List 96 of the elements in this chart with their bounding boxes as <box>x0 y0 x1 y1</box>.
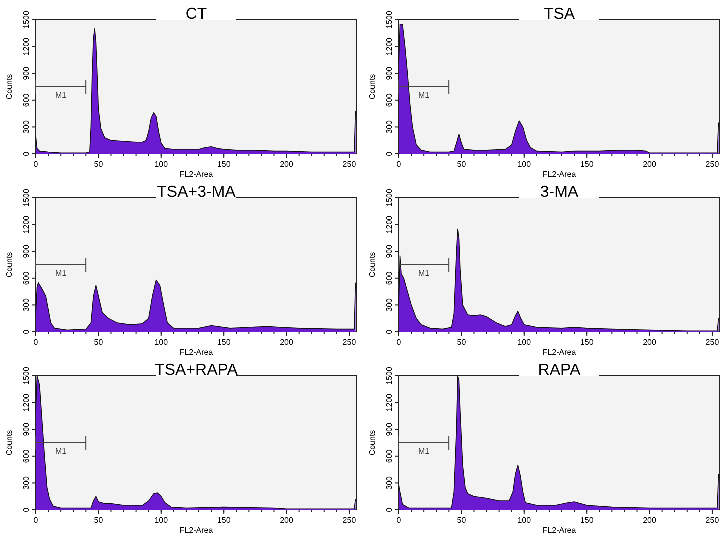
x-tick-label: 0 <box>396 338 402 347</box>
x-tick-label: 250 <box>706 516 720 525</box>
y-tick-label: 600 <box>22 93 31 108</box>
x-tick-label: 250 <box>342 338 357 347</box>
y-axis-title: Counts <box>368 430 377 456</box>
y-tick-label: 1500 <box>385 188 394 207</box>
x-tick-label: 250 <box>706 160 720 169</box>
y-tick-label: 300 <box>385 298 394 312</box>
y-axis-title: Counts <box>5 252 14 278</box>
y-axis-title: Counts <box>368 252 377 278</box>
y-tick-label: 900 <box>22 66 31 80</box>
y-tick-label: 0 <box>385 151 394 156</box>
annotation: M1 <box>418 91 430 100</box>
y-tick-label: 900 <box>385 422 394 436</box>
x-tick-label: 150 <box>217 338 232 347</box>
x-tick-label: 0 <box>34 160 39 169</box>
x-tick-label: 100 <box>518 338 532 347</box>
x-tick-label: 0 <box>396 160 402 169</box>
y-tick-label: 1500 <box>385 366 394 385</box>
x-tick-label: 100 <box>518 160 532 169</box>
x-tick-label: 200 <box>280 338 294 347</box>
x-tick-label: 50 <box>457 160 467 169</box>
y-tick-label: 1200 <box>22 393 31 412</box>
annotation: M1 <box>55 447 68 456</box>
x-tick-label: 100 <box>154 516 169 525</box>
x-tick-label: 250 <box>342 160 357 169</box>
x-tick-label: 150 <box>580 516 594 525</box>
y-tick-label: 1200 <box>22 215 31 234</box>
x-tick-label: 50 <box>457 516 467 525</box>
y-tick-label: 600 <box>385 449 394 464</box>
chart-title: TSA+RAPA <box>155 362 238 379</box>
y-tick-label: 900 <box>385 244 394 258</box>
y-tick-label: 0 <box>385 507 394 512</box>
y-tick-label: 900 <box>22 422 31 436</box>
y-tick-label: 300 <box>22 120 31 134</box>
x-tick-label: 0 <box>396 516 402 525</box>
x-tick-label: 200 <box>643 516 657 525</box>
x-tick-label: 100 <box>154 160 169 169</box>
y-tick-label: 1500 <box>22 366 31 385</box>
x-tick-label: 50 <box>457 338 467 347</box>
annotation: M1 <box>55 91 68 100</box>
x-tick-label: 200 <box>643 160 657 169</box>
x-axis-title: FL2-Area <box>542 526 577 534</box>
y-tick-label: 1200 <box>22 37 31 56</box>
x-tick-label: 50 <box>94 338 104 347</box>
y-tick-label: 900 <box>385 66 394 80</box>
y-tick-label: 1200 <box>385 215 394 234</box>
y-tick-label: 1500 <box>22 188 31 207</box>
x-tick-label: 150 <box>580 160 594 169</box>
x-tick-label: 250 <box>342 516 357 525</box>
x-tick-label: 0 <box>34 338 39 347</box>
x-tick-label: 150 <box>217 516 232 525</box>
y-tick-label: 1500 <box>385 10 394 29</box>
x-tick-label: 150 <box>580 338 594 347</box>
y-tick-label: 1500 <box>22 10 31 29</box>
y-tick-label: 0 <box>385 329 394 334</box>
y-tick-label: 0 <box>22 329 31 334</box>
x-axis-title: FL2-Area <box>180 170 214 179</box>
x-tick-label: 0 <box>34 516 39 525</box>
y-tick-label: 300 <box>385 120 394 134</box>
x-tick-label: 100 <box>154 338 169 347</box>
y-tick-label: 600 <box>22 449 31 464</box>
y-tick-label: 1200 <box>385 393 394 412</box>
chart-title: 3-MA <box>540 184 579 201</box>
x-tick-label: 150 <box>217 160 232 169</box>
y-tick-label: 300 <box>385 476 394 490</box>
chart-title: RAPA <box>538 362 582 379</box>
y-tick-label: 0 <box>22 151 31 156</box>
y-axis-title: Counts <box>368 74 377 100</box>
y-tick-label: 600 <box>385 271 394 286</box>
chart-title: TSA+3-MA <box>157 184 236 201</box>
x-tick-label: 100 <box>518 516 532 525</box>
x-tick-label: 200 <box>280 516 294 525</box>
chart-title: TSA <box>544 6 576 23</box>
x-tick-label: 200 <box>643 338 657 347</box>
x-tick-label: 50 <box>94 160 104 169</box>
x-axis-title: FL2-Area <box>180 348 214 357</box>
y-tick-label: 1200 <box>385 37 394 56</box>
y-tick-label: 0 <box>22 507 31 512</box>
chart-title: CT <box>186 6 208 23</box>
x-axis-title: FL2-Area <box>180 526 214 534</box>
x-tick-label: 200 <box>280 160 294 169</box>
annotation: M1 <box>418 447 430 456</box>
annotation: M1 <box>55 269 68 278</box>
annotation: M1 <box>418 269 430 278</box>
y-tick-label: 300 <box>22 476 31 490</box>
y-tick-label: 900 <box>22 244 31 258</box>
x-tick-label: 250 <box>706 338 720 347</box>
y-tick-label: 300 <box>22 298 31 312</box>
x-axis-title: FL2-Area <box>542 170 577 179</box>
x-tick-label: 50 <box>94 516 104 525</box>
x-axis-title: FL2-Area <box>542 348 577 357</box>
y-axis-title: Counts <box>5 74 14 100</box>
y-tick-label: 600 <box>385 93 394 108</box>
y-axis-title: Counts <box>5 430 14 456</box>
y-tick-label: 600 <box>22 271 31 286</box>
